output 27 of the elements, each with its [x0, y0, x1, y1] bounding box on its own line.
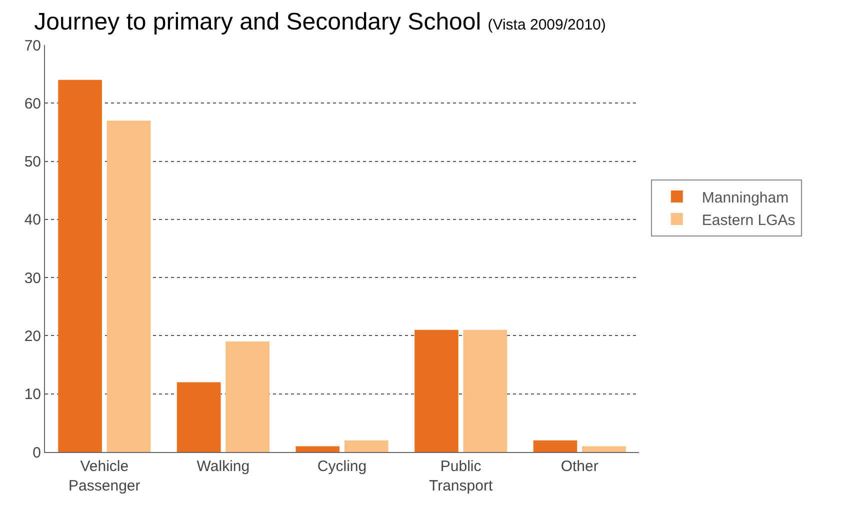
bar: [533, 440, 578, 452]
bar: [226, 342, 270, 452]
chart-subtitle: (Vista 2009/2010): [488, 16, 606, 34]
y-tick-label: 0: [32, 444, 41, 462]
bar: [58, 80, 102, 452]
bar: [414, 330, 458, 452]
y-tick-label: 70: [24, 37, 41, 54]
y-tick-label: 10: [24, 386, 41, 404]
x-tick-label: Vehicle Passenger: [68, 458, 140, 494]
chart-title: Journey to primary and Secondary School: [34, 8, 482, 36]
y-tick-label: 40: [24, 212, 41, 229]
x-tick-label: Public Transport: [428, 458, 494, 494]
y-tick-label: 50: [24, 154, 41, 171]
x-tick-label: Cycling: [317, 458, 367, 475]
bar: [296, 446, 340, 452]
y-tick-label: 60: [24, 95, 41, 112]
legend-label: Eastern LGAs: [702, 212, 796, 229]
x-tick-label: Walking: [196, 458, 250, 475]
bar: [106, 120, 151, 452]
bar: [582, 446, 626, 452]
y-tick-label: 30: [24, 270, 41, 287]
bar: [463, 330, 508, 452]
bar: [344, 440, 388, 452]
legend-label: Manningham: [702, 189, 789, 206]
y-tick-label: 20: [24, 328, 41, 345]
bar: [176, 382, 221, 452]
x-tick-label: Other: [560, 458, 598, 475]
